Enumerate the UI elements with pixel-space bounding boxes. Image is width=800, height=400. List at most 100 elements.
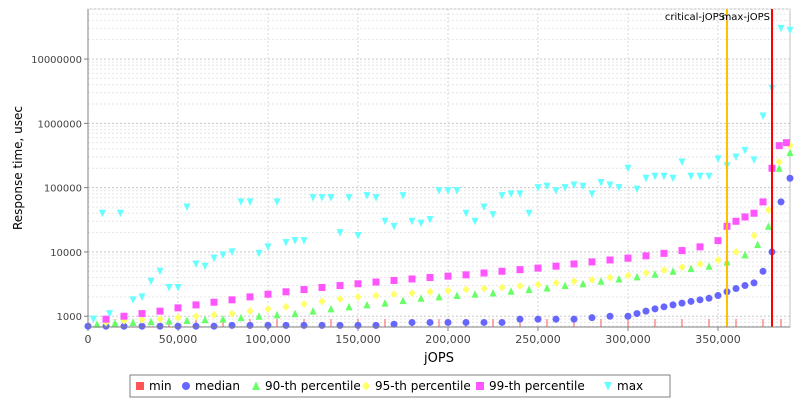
data-point [129, 296, 137, 304]
data-point [633, 185, 641, 194]
data-point [246, 307, 254, 316]
data-point [669, 174, 677, 183]
legend-label: 99-th percentile [489, 379, 585, 393]
data-point [759, 267, 767, 275]
data-point [282, 239, 290, 247]
data-point [777, 24, 785, 33]
data-point [174, 322, 182, 330]
data-point [138, 315, 146, 324]
data-point [678, 247, 686, 255]
data-point [453, 291, 461, 300]
data-point [660, 303, 668, 311]
data-point [390, 290, 398, 299]
x-tick-label: 350,000 [695, 333, 741, 346]
data-point [138, 310, 146, 318]
data-point [660, 266, 668, 275]
data-point [156, 322, 164, 330]
data-point [552, 278, 560, 287]
data-point [516, 266, 524, 274]
data-point [480, 284, 488, 293]
x-tick-label: 100,000 [245, 333, 291, 346]
data-point [192, 301, 200, 309]
x-tick-label: 300,000 [605, 333, 651, 346]
data-point [89, 315, 97, 324]
data-point [498, 283, 506, 292]
data-point [408, 318, 416, 326]
data-point [750, 279, 758, 287]
data-point [237, 313, 245, 322]
data-point [696, 296, 704, 304]
data-point [309, 307, 317, 315]
data-point [525, 285, 533, 294]
data-point [318, 321, 326, 329]
data-point [462, 209, 470, 218]
data-point [678, 299, 686, 307]
data-point [696, 243, 704, 251]
data-point [750, 209, 758, 217]
data-point [435, 292, 443, 301]
data-point [372, 291, 380, 300]
data-point [651, 172, 659, 181]
data-point [775, 142, 783, 150]
data-point [750, 231, 758, 240]
data-point [336, 282, 344, 290]
data-point [417, 294, 425, 302]
data-point [183, 316, 191, 324]
data-point [228, 321, 236, 329]
data-point [300, 299, 308, 308]
series-2 [93, 148, 794, 328]
legend-marker [362, 381, 370, 391]
data-point [687, 297, 695, 305]
data-point [678, 158, 686, 167]
data-point [624, 254, 632, 262]
data-point [606, 181, 614, 189]
data-point [426, 318, 434, 326]
data-point [516, 190, 524, 198]
data-point [426, 287, 434, 296]
data-point [327, 304, 335, 313]
data-point [660, 172, 668, 181]
data-point [552, 315, 560, 323]
y-tick-label: 1000 [57, 312, 82, 323]
legend-marker [252, 381, 260, 390]
data-point [764, 222, 772, 230]
data-point [642, 174, 650, 183]
data-point [408, 275, 416, 283]
data-point [228, 309, 236, 318]
data-point [696, 259, 704, 268]
data-point [345, 194, 353, 202]
data-point [98, 209, 106, 218]
data-point [570, 181, 578, 189]
data-point [120, 312, 128, 320]
data-point [354, 321, 362, 329]
data-point [106, 310, 114, 318]
data-point [561, 184, 569, 192]
data-point [228, 248, 236, 256]
legend-marker [182, 382, 190, 390]
legend-label: max [617, 379, 643, 393]
data-point [291, 309, 299, 318]
data-point [372, 278, 380, 286]
data-point [327, 194, 335, 202]
data-point [300, 237, 308, 245]
data-point [156, 267, 164, 276]
data-point [318, 283, 326, 291]
data-point [138, 322, 146, 330]
data-point [201, 262, 209, 271]
data-point [462, 271, 470, 279]
legend-label: min [149, 379, 172, 393]
x-ticks: 0 50,000 100,000 150,000 200,000 250,000 300,0… [85, 327, 741, 346]
data-point [754, 240, 762, 249]
data-point [552, 187, 560, 195]
data-point [732, 217, 740, 225]
x-tick-label: 150,000 [335, 333, 381, 346]
data-point [399, 296, 407, 305]
data-point [741, 146, 749, 155]
data-point [336, 321, 344, 329]
data-point [579, 182, 587, 191]
data-point [462, 318, 470, 326]
data-point [318, 297, 326, 306]
data-point [606, 256, 614, 264]
legend-box [129, 374, 671, 398]
